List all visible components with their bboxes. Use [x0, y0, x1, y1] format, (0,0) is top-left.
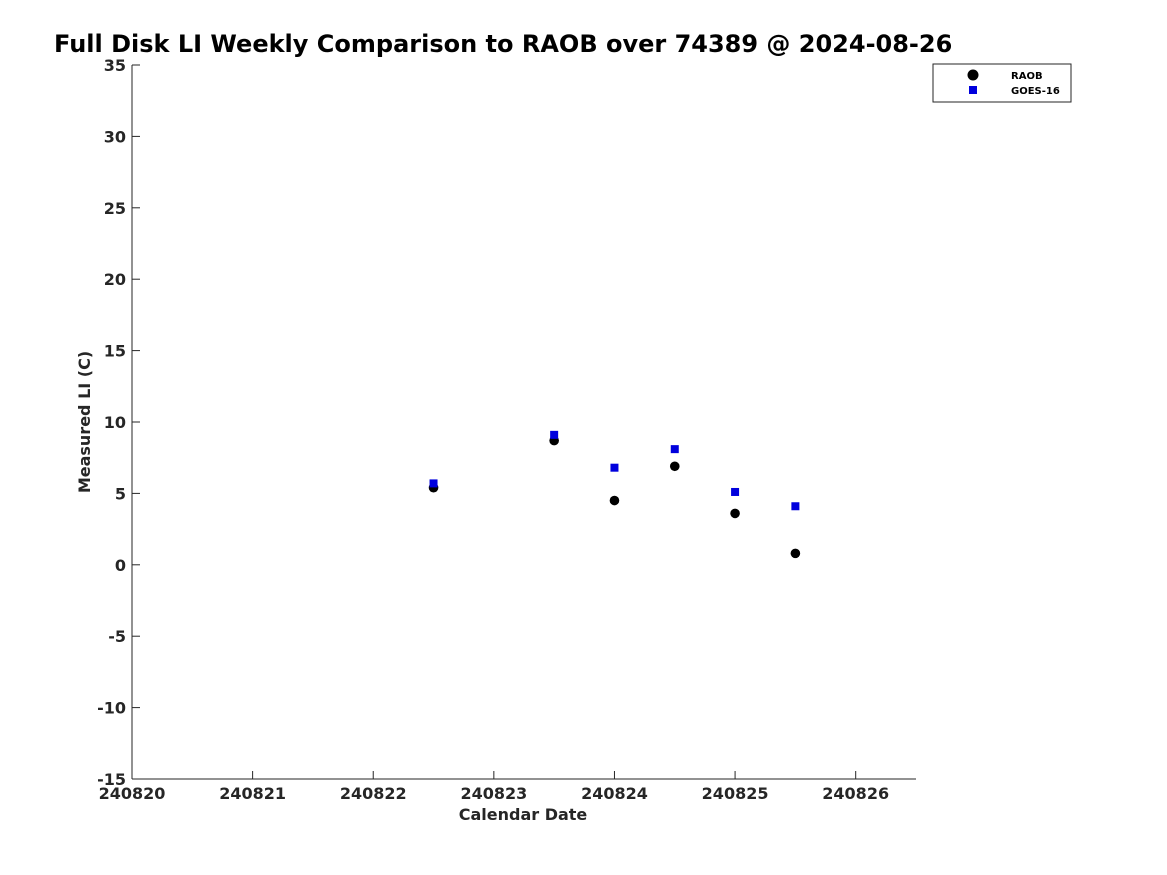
y-tick-label: 15 — [104, 342, 126, 361]
y-tick-label: -15 — [97, 770, 126, 789]
legend-label: GOES-16 — [1011, 86, 1060, 97]
y-tick-label: 20 — [104, 270, 126, 289]
legend-box — [932, 63, 1072, 103]
goes16-point — [610, 463, 619, 472]
x-tick-label: 240821 — [219, 784, 286, 803]
raob-point — [669, 461, 680, 472]
data-marks — [428, 430, 801, 559]
goes16-point — [670, 445, 679, 454]
goes16-point — [731, 487, 740, 496]
x-tick-label: 240824 — [581, 784, 648, 803]
goes16-point — [791, 502, 800, 511]
x-tick-label: 240820 — [99, 784, 166, 803]
chart-title: Full Disk LI Weekly Comparison to RAOB o… — [54, 30, 952, 58]
x-axis-label: Calendar Date — [459, 805, 588, 824]
raob-point — [730, 508, 740, 519]
y-tick-label: 5 — [115, 484, 126, 503]
y-tick-label: 25 — [104, 199, 126, 218]
y-tick-label: 35 — [104, 56, 126, 75]
legend-label: RAOB — [1011, 71, 1043, 82]
y-tick-label: 30 — [104, 127, 126, 146]
axes: -15 -10 -5 0 5 10 15 20 25 30 35 240820 240821 240822… — [97, 56, 916, 803]
y-axis-label: Measured LI (C) — [75, 351, 94, 493]
y-tick-label: -10 — [97, 699, 126, 718]
y-tick-label: 0 — [115, 556, 126, 575]
y-tick-label: -5 — [108, 627, 126, 646]
legend: RAOB GOES-16 — [932, 63, 1072, 103]
goes16-point — [550, 430, 559, 439]
x-tick-label: 240825 — [702, 784, 769, 803]
raob-point — [609, 495, 620, 506]
goes16-point — [429, 479, 438, 488]
x-tick-label: 240823 — [460, 784, 527, 803]
legend-marker-goes16 — [969, 86, 977, 94]
y-tick-label: 10 — [104, 413, 126, 432]
raob-point — [790, 548, 801, 559]
x-tick-label: 240826 — [822, 784, 889, 803]
legend-marker-raob — [967, 69, 979, 81]
x-tick-label: 240822 — [340, 784, 407, 803]
